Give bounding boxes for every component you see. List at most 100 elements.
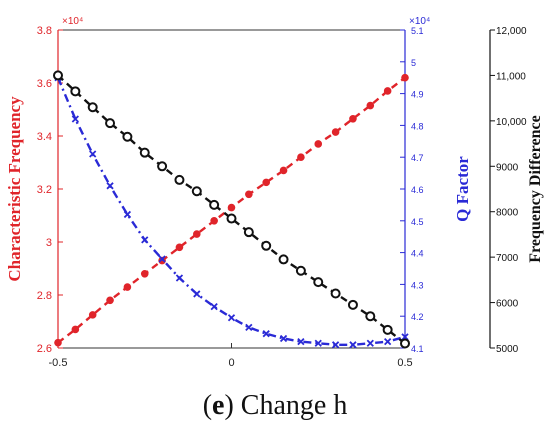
- freq-tick-label: 2.6: [37, 343, 52, 355]
- freq-data-point: [245, 190, 253, 199]
- x-tick-label: 0.5: [397, 357, 412, 369]
- q-tick-label: 4.9: [411, 90, 424, 100]
- q-tick-label: 4.7: [411, 153, 424, 163]
- q-data-point: [279, 334, 288, 343]
- q-data-point: [245, 323, 253, 331]
- freq-data-point: [123, 283, 132, 291]
- diff-tick-label: 8000: [496, 208, 519, 219]
- q-tick-label: 4.6: [411, 185, 424, 195]
- diff-data-point: [174, 174, 185, 185]
- diff-data-point: [295, 265, 306, 276]
- freq-data-point: [140, 270, 149, 278]
- q-data-point: [401, 333, 409, 341]
- diff-data-point: [70, 86, 81, 97]
- freq-tick-label: 3.6: [37, 78, 52, 90]
- diff-data-point: [122, 131, 133, 142]
- freq-data-point: [366, 101, 375, 110]
- diff-series-line: [57, 74, 406, 345]
- diff-data-point: [313, 277, 324, 288]
- q-axis-label: Q Factor: [453, 156, 472, 222]
- q-data-point: [314, 339, 322, 347]
- q-tick-label: 5: [411, 58, 416, 68]
- q-data-point: [297, 338, 305, 346]
- diff-tick-label: 12,000: [496, 26, 527, 37]
- q-data-point: [331, 341, 340, 349]
- freq-data-point: [227, 203, 236, 212]
- diff-data-point: [400, 338, 410, 349]
- q-data-point: [123, 210, 132, 219]
- freq-data-point: [106, 296, 114, 305]
- q-data-point: [210, 303, 218, 311]
- freq-data-point: [401, 73, 409, 82]
- diff-tick-label: 9000: [496, 162, 519, 173]
- diff-data-point: [243, 227, 254, 238]
- diff-data-point: [87, 102, 98, 113]
- chart: -0.5 0 0.5 2.6 2.8 3 3.2 3.4 3.6 3.8 ×10⁴ 4.1 4.2 4.3…: [5, 16, 544, 369]
- q-tick-label: 5.1: [411, 26, 424, 36]
- freq-data-point: [297, 153, 305, 161]
- q-multiplier: ×10⁴: [409, 16, 430, 27]
- diff-tick-label: 5000: [496, 344, 519, 355]
- diff-data-point: [157, 161, 168, 172]
- diff-axis-label: Frequency Difference: [527, 115, 544, 262]
- freq-tick-label: 3.2: [37, 184, 52, 196]
- q-data-point: [349, 341, 357, 349]
- diff-data-point: [261, 240, 272, 251]
- freq-tick-label: 3.8: [37, 25, 52, 37]
- q-data-point: [384, 338, 392, 346]
- diff-tick-label: 11,000: [496, 71, 526, 82]
- freq-axis-label: Characteristic Frequency: [5, 96, 24, 282]
- q-tick-label: 4.1: [411, 344, 424, 354]
- freq-data-point: [314, 140, 323, 148]
- diff-data-point: [53, 70, 63, 81]
- diff-data-point: [139, 147, 150, 158]
- freq-data-point: [175, 243, 184, 252]
- x-tick-label: -0.5: [49, 357, 68, 369]
- diff-tick-label: 6000: [496, 299, 519, 310]
- caption-text: Change h: [240, 390, 348, 421]
- q-data-point: [227, 314, 236, 322]
- diff-data-point: [330, 288, 341, 299]
- freq-tick-label: 2.8: [37, 290, 52, 302]
- figure-caption: (e) Change h: [202, 390, 348, 421]
- diff-data-point: [105, 118, 116, 129]
- freq-data-point: [193, 230, 201, 238]
- q-data-point: [193, 290, 201, 298]
- freq-tick-label: 3: [46, 237, 52, 249]
- freq-tick-label: 3.4: [37, 131, 52, 143]
- q-tick-label: 4.5: [411, 217, 424, 227]
- diff-data-point: [209, 199, 220, 210]
- q-tick-label: 4.2: [411, 312, 424, 322]
- q-data-point: [89, 150, 97, 158]
- q-tick-label: 4.4: [411, 249, 424, 259]
- diff-data-point: [365, 311, 376, 322]
- freq-multiplier: ×10⁴: [62, 16, 83, 27]
- diff-data-point: [347, 299, 358, 310]
- diff-data-point: [278, 254, 289, 265]
- freq-data-point: [349, 114, 357, 123]
- diff-tick-label: 10,000: [496, 117, 527, 128]
- caption-panel-letter: e: [212, 390, 225, 421]
- q-data-point: [366, 339, 374, 347]
- q-data-point: [106, 182, 114, 190]
- freq-data-point: [71, 325, 80, 334]
- q-data-point: [141, 236, 149, 244]
- q-tick-label: 4.3: [411, 280, 424, 290]
- q-data-point: [175, 274, 184, 282]
- q-tick-label: 4.8: [411, 121, 424, 131]
- q-data-point: [158, 255, 166, 263]
- freq-data-point: [331, 128, 340, 136]
- diff-tick-label: 7000: [496, 253, 519, 264]
- freq-data-point: [88, 311, 97, 319]
- freq-data-point: [279, 166, 288, 175]
- diff-data-point: [382, 324, 393, 335]
- q-data-point: [262, 330, 270, 338]
- freq-data-point: [383, 87, 392, 95]
- freq-data-point: [54, 338, 62, 347]
- diff-data-point: [191, 186, 202, 197]
- x-tick-label: 0: [228, 357, 234, 369]
- q-data-point: [71, 115, 79, 123]
- diff-data-point: [226, 213, 237, 224]
- freq-data-point: [262, 178, 271, 187]
- freq-data-point: [210, 217, 218, 225]
